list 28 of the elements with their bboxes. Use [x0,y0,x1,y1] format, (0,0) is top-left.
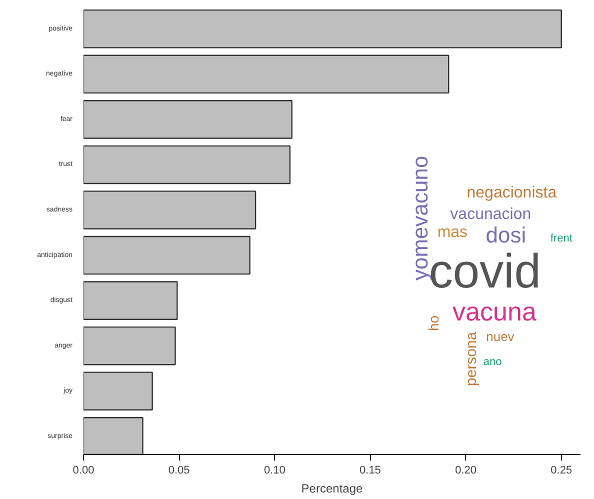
bar [84,145,291,184]
annotation: nuev [486,328,515,344]
bar [84,9,562,48]
x-tick-label: 0.05 [168,464,190,476]
x-tick-label: 0.15 [360,464,381,476]
annotation: vacunacion [450,206,532,224]
bar [84,326,176,366]
annotation: mas [437,224,468,242]
x-axis-title: Percentage [301,482,364,496]
bar [84,100,292,139]
bar [84,416,144,454]
x-tick-label: 0.00 [72,464,94,476]
bar [84,281,178,320]
annotation: negacionista [466,184,557,202]
annotation: frent [550,232,572,245]
annotation: yomevacuno [407,156,432,281]
annotation: ho [425,315,442,331]
bar [84,190,256,230]
bar [84,372,153,410]
annotation: ano [483,356,502,368]
bar [84,54,450,94]
annotation: persona [463,331,480,386]
annotation: vacuna [452,296,537,326]
x-tick-label: 0.10 [264,464,286,476]
x-tick-label: 0.20 [455,464,477,476]
annotation: dosi [486,222,526,248]
bar [84,236,250,275]
x-tick-label: 0.25 [550,464,572,476]
